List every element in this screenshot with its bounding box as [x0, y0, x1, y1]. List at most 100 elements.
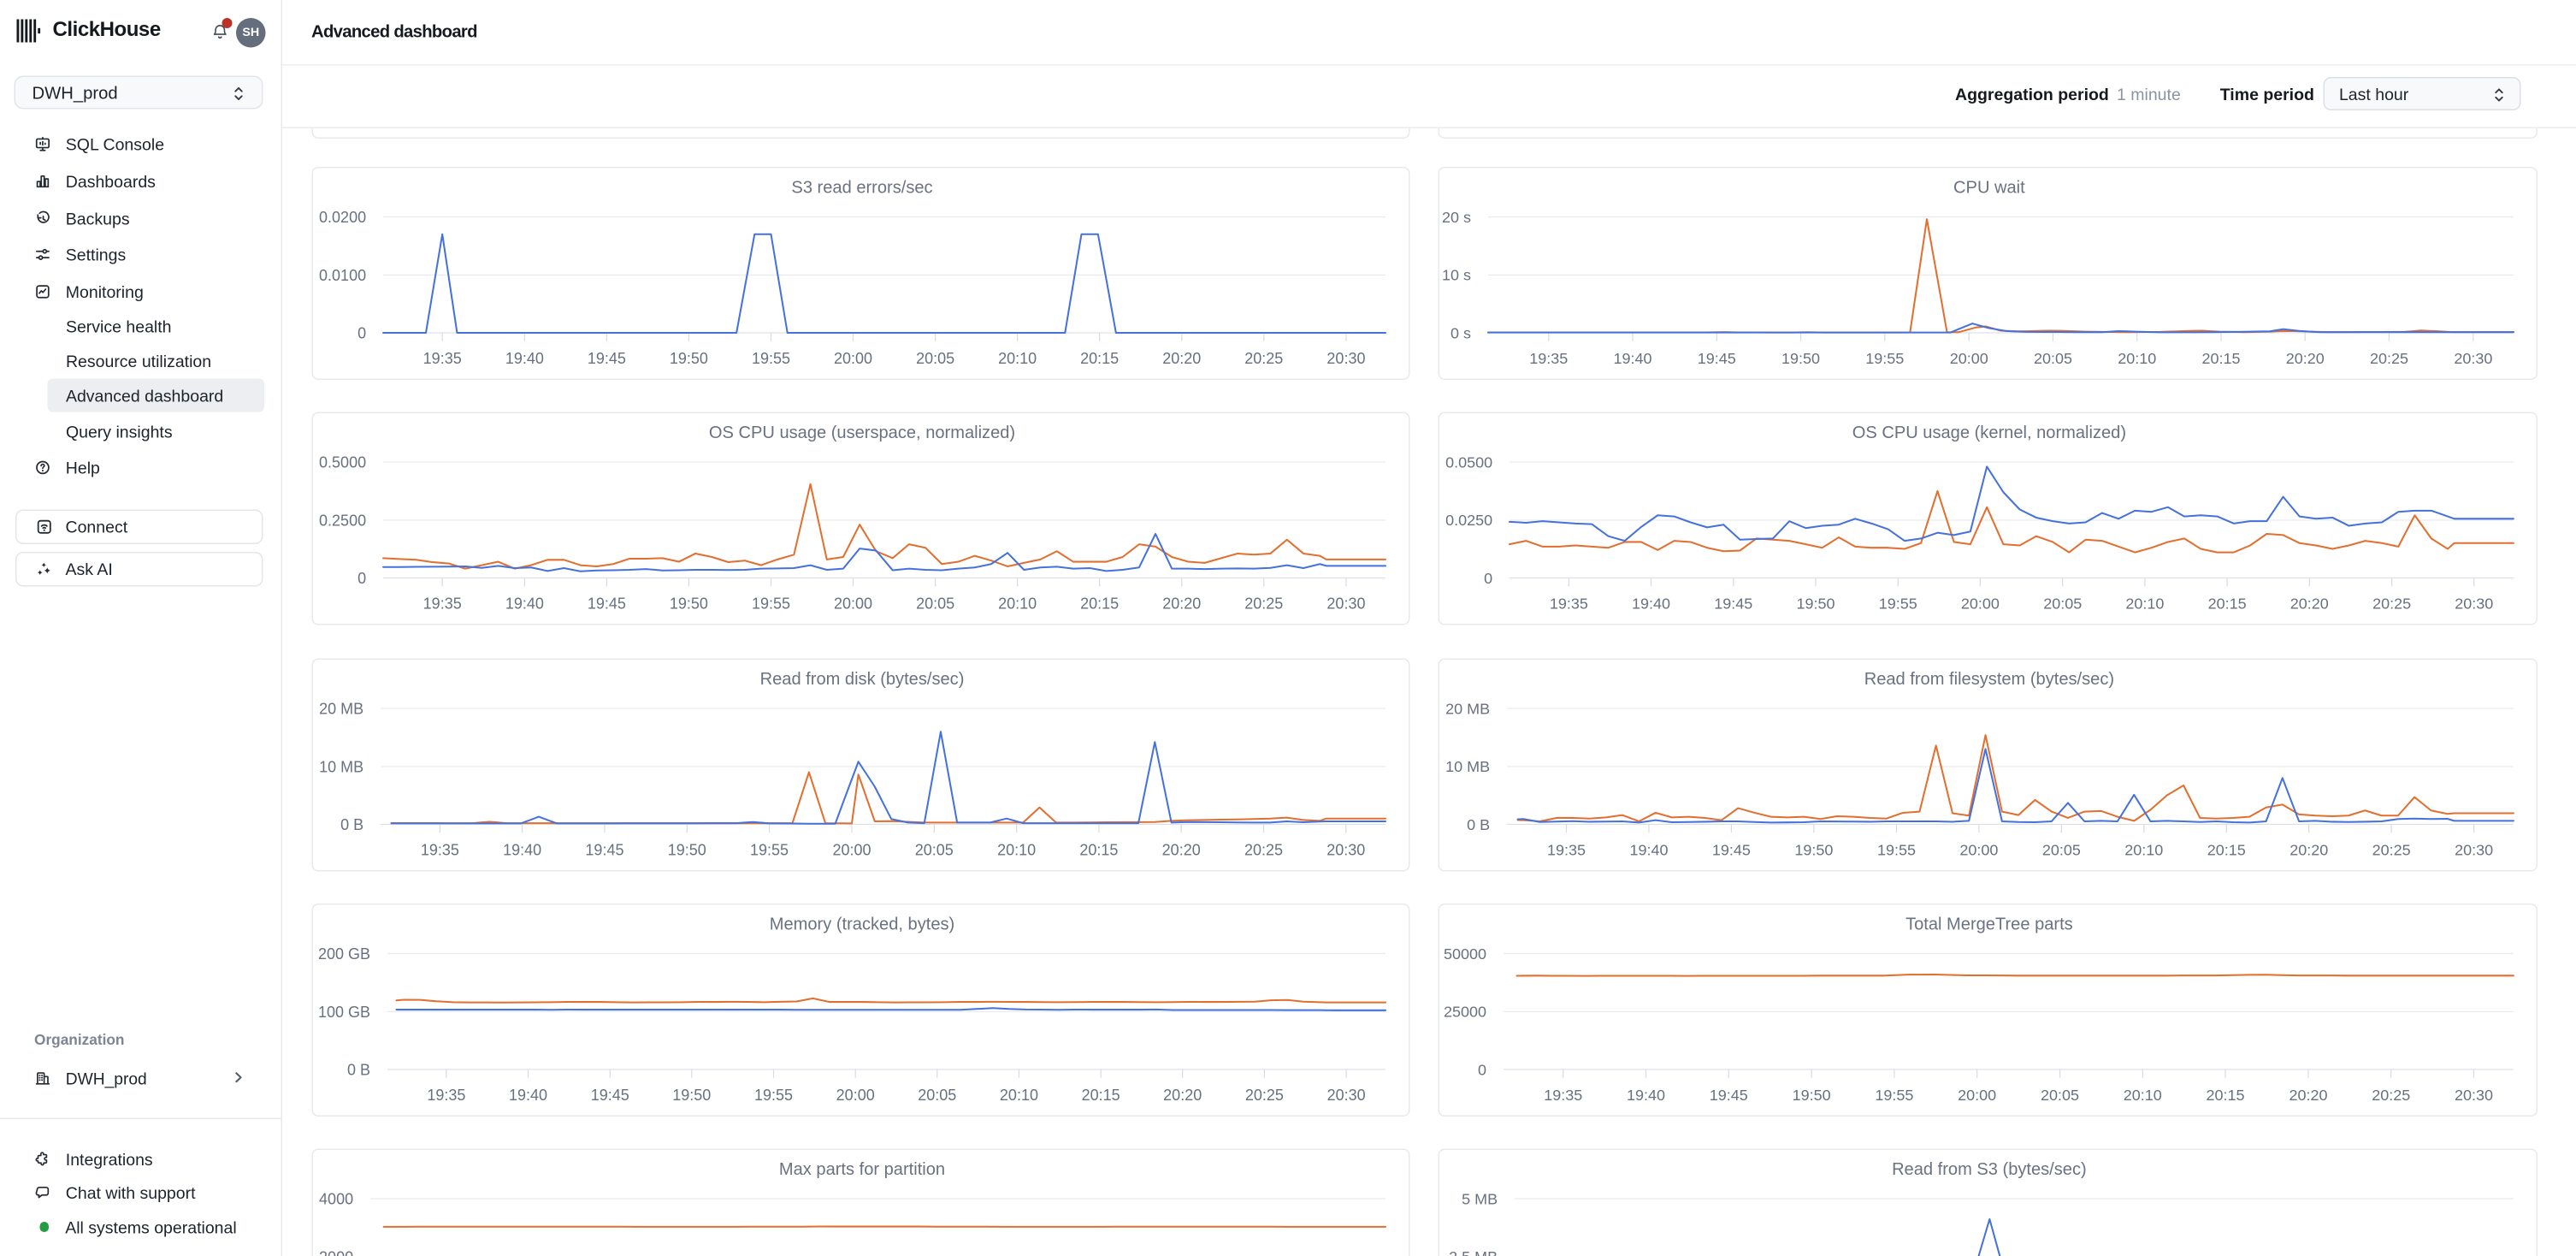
svg-text:20:10: 20:10: [2125, 595, 2164, 613]
svg-text:19:40: 19:40: [1613, 350, 1651, 367]
svg-text:Read from filesystem (bytes/se: Read from filesystem (bytes/sec): [1864, 669, 2113, 688]
svg-text:20:15: 20:15: [1081, 1087, 1120, 1104]
svg-text:19:40: 19:40: [1627, 1087, 1665, 1104]
svg-text:20:00: 20:00: [834, 350, 872, 367]
svg-text:20:30: 20:30: [1326, 1087, 1365, 1104]
svg-text:20:15: 20:15: [1079, 841, 1118, 858]
svg-text:20:00: 20:00: [1958, 1087, 1996, 1104]
svg-text:10 MB: 10 MB: [1445, 758, 1490, 775]
svg-text:20:20: 20:20: [1161, 841, 1200, 858]
svg-text:Read from disk (bytes/sec): Read from disk (bytes/sec): [759, 669, 964, 688]
svg-text:19:40: 19:40: [509, 1087, 547, 1104]
svg-text:19:35: 19:35: [420, 841, 458, 858]
svg-text:19:50: 19:50: [1781, 350, 1820, 367]
svg-text:S3 read errors/sec: S3 read errors/sec: [791, 178, 932, 197]
svg-text:0.0100: 0.0100: [319, 267, 366, 284]
svg-text:19:35: 19:35: [1529, 350, 1568, 367]
svg-text:19:50: 19:50: [669, 350, 707, 367]
svg-text:5 MB: 5 MB: [1462, 1191, 1498, 1208]
svg-text:20:10: 20:10: [2118, 350, 2156, 367]
svg-text:20:25: 20:25: [1244, 841, 1283, 858]
svg-text:19:45: 19:45: [587, 350, 625, 367]
svg-text:100 GB: 100 GB: [318, 1004, 370, 1021]
svg-text:20:05: 20:05: [2033, 350, 2071, 367]
svg-text:20:15: 20:15: [1080, 595, 1119, 613]
svg-text:19:55: 19:55: [1876, 841, 1915, 858]
svg-text:20:15: 20:15: [2207, 841, 2245, 858]
svg-text:19:50: 19:50: [1794, 841, 1833, 858]
svg-text:Total MergeTree parts: Total MergeTree parts: [1905, 915, 2073, 933]
svg-text:20:25: 20:25: [1244, 1087, 1283, 1104]
svg-text:19:35: 19:35: [427, 1087, 465, 1104]
svg-text:19:50: 19:50: [669, 595, 707, 613]
svg-text:20:10: 20:10: [999, 1087, 1037, 1104]
svg-text:20:10: 20:10: [997, 841, 1036, 858]
svg-text:19:45: 19:45: [1697, 350, 1735, 367]
svg-text:10 s: 10 s: [1442, 267, 1471, 284]
svg-text:4000: 4000: [319, 1191, 353, 1208]
svg-text:20:20: 20:20: [1163, 1087, 1202, 1104]
svg-text:20:30: 20:30: [1326, 841, 1365, 858]
svg-text:19:40: 19:40: [1629, 841, 1668, 858]
svg-text:20:00: 20:00: [1959, 841, 1998, 858]
svg-text:19:40: 19:40: [1632, 595, 1670, 613]
svg-text:19:50: 19:50: [672, 1087, 711, 1104]
svg-text:19:50: 19:50: [1792, 1087, 1830, 1104]
svg-text:20:25: 20:25: [2372, 595, 2411, 613]
svg-text:20:05: 20:05: [916, 350, 954, 367]
svg-text:20:30: 20:30: [2455, 841, 2493, 858]
svg-text:0.2500: 0.2500: [319, 512, 366, 530]
svg-text:20:30: 20:30: [2454, 1087, 2492, 1104]
svg-text:20:05: 20:05: [2043, 595, 2082, 613]
svg-text:19:55: 19:55: [752, 350, 790, 367]
svg-text:0.0250: 0.0250: [1445, 512, 1492, 530]
svg-text:19:40: 19:40: [503, 841, 541, 858]
svg-text:20:10: 20:10: [2124, 841, 2163, 858]
svg-text:20:25: 20:25: [2372, 1087, 2410, 1104]
svg-text:20:00: 20:00: [832, 841, 871, 858]
svg-text:10 MB: 10 MB: [319, 758, 363, 775]
svg-text:CPU wait: CPU wait: [1953, 178, 2025, 197]
svg-text:20 MB: 20 MB: [319, 700, 363, 717]
svg-text:20:00: 20:00: [1960, 595, 1999, 613]
svg-text:20:20: 20:20: [2289, 1087, 2327, 1104]
svg-text:20:30: 20:30: [1326, 595, 1365, 613]
svg-text:20:00: 20:00: [834, 595, 872, 613]
svg-text:200 GB: 200 GB: [318, 945, 370, 963]
svg-text:20:10: 20:10: [2123, 1087, 2161, 1104]
svg-text:19:50: 19:50: [1796, 595, 1835, 613]
svg-text:19:40: 19:40: [505, 595, 543, 613]
svg-text:2.5 MB: 2.5 MB: [1449, 1249, 1498, 1256]
svg-text:20:30: 20:30: [1326, 350, 1365, 367]
svg-text:20:20: 20:20: [2289, 841, 2328, 858]
svg-text:0: 0: [1484, 570, 1492, 587]
svg-text:OS CPU usage (kernel, normaliz: OS CPU usage (kernel, normalized): [1852, 424, 2125, 442]
svg-text:20:15: 20:15: [2206, 1087, 2244, 1104]
svg-text:19:50: 19:50: [667, 841, 706, 858]
svg-text:19:55: 19:55: [750, 841, 789, 858]
svg-text:0.0200: 0.0200: [319, 209, 366, 226]
svg-text:20:05: 20:05: [914, 841, 953, 858]
svg-text:0 B: 0 B: [347, 1061, 370, 1078]
svg-text:20:00: 20:00: [836, 1087, 874, 1104]
svg-text:19:40: 19:40: [505, 350, 543, 367]
svg-text:19:35: 19:35: [1544, 1087, 1582, 1104]
svg-text:20:05: 20:05: [2041, 841, 2080, 858]
svg-text:19:35: 19:35: [422, 350, 461, 367]
svg-text:20 s: 20 s: [1442, 209, 1471, 226]
svg-text:0: 0: [357, 570, 366, 587]
svg-text:20:30: 20:30: [2455, 595, 2493, 613]
svg-text:20:10: 20:10: [998, 350, 1037, 367]
svg-text:20:25: 20:25: [2372, 841, 2410, 858]
svg-text:20:30: 20:30: [2454, 350, 2492, 367]
svg-text:20:20: 20:20: [2289, 595, 2328, 613]
svg-text:20:15: 20:15: [2207, 595, 2246, 613]
svg-text:0.5000: 0.5000: [319, 454, 366, 471]
svg-text:19:45: 19:45: [590, 1087, 629, 1104]
svg-text:19:55: 19:55: [1865, 350, 1904, 367]
svg-text:20:15: 20:15: [1080, 350, 1119, 367]
svg-text:19:45: 19:45: [1711, 841, 1750, 858]
svg-text:19:45: 19:45: [585, 841, 623, 858]
svg-text:19:45: 19:45: [587, 595, 625, 613]
